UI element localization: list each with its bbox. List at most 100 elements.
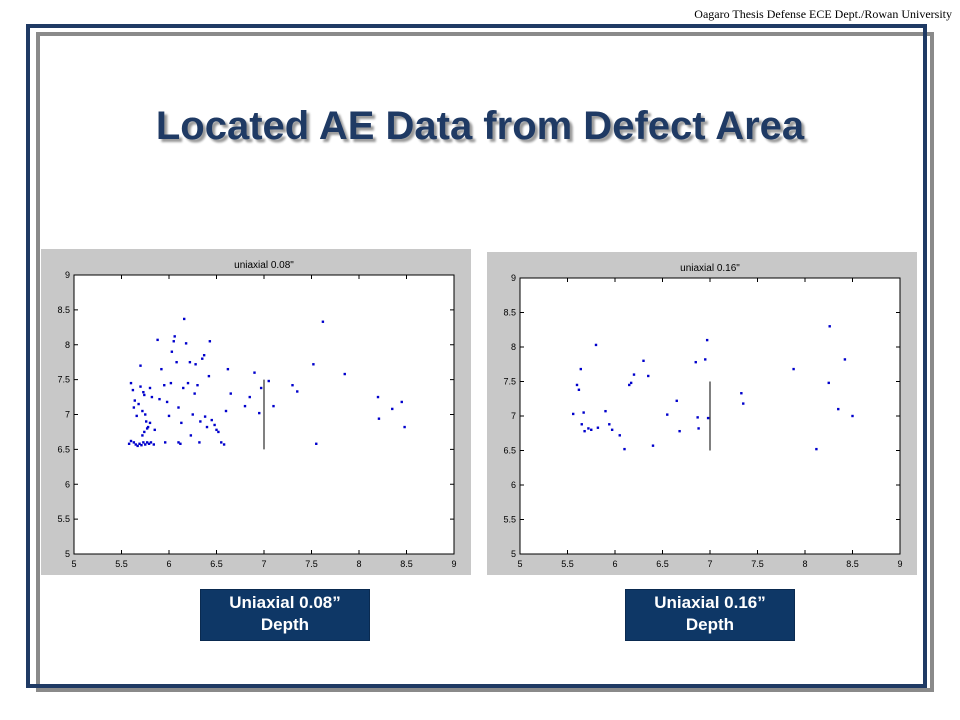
data-point xyxy=(156,338,159,342)
data-point xyxy=(291,384,294,387)
data-point xyxy=(165,400,169,404)
slide-frame xyxy=(26,24,927,688)
data-point xyxy=(160,367,163,371)
x-tick-label: 8 xyxy=(802,559,807,569)
y-tick-label: 8.5 xyxy=(57,305,70,315)
y-tick-label: 5 xyxy=(65,549,70,559)
data-point xyxy=(651,444,655,447)
data-point xyxy=(202,354,206,357)
data-point xyxy=(827,381,830,385)
data-point xyxy=(186,381,190,385)
x-tick-label: 7 xyxy=(707,559,712,569)
data-point xyxy=(141,409,144,413)
data-point xyxy=(145,420,148,423)
data-point xyxy=(215,428,218,432)
data-point xyxy=(376,395,380,399)
data-point xyxy=(199,420,202,423)
data-point xyxy=(224,409,228,413)
chart-title: uniaxial 0.16" xyxy=(680,263,740,274)
y-tick-label: 8 xyxy=(65,340,70,350)
data-point xyxy=(851,414,854,418)
data-point xyxy=(135,414,138,418)
y-tick-label: 9 xyxy=(65,270,70,280)
data-point xyxy=(229,392,232,395)
data-point xyxy=(572,412,575,416)
header-note: Oagaro Thesis Defense ECE Dept./Rowan Un… xyxy=(694,7,952,21)
data-point xyxy=(139,364,142,367)
data-point xyxy=(152,443,155,446)
data-point xyxy=(137,402,140,406)
data-point xyxy=(253,371,256,374)
data-point xyxy=(148,421,152,425)
data-point xyxy=(705,338,709,342)
data-point xyxy=(647,374,650,378)
scatter-svg: uniaxial 0.08" 5 5.5 6 6.5 7 7.5 8 8.5 9 5 5.5 6 6.5 7… xyxy=(57,260,456,569)
data-point xyxy=(267,379,270,383)
data-point xyxy=(134,443,137,446)
data-point xyxy=(144,413,147,416)
data-point xyxy=(315,442,318,445)
data-point xyxy=(272,404,275,408)
data-point xyxy=(194,363,197,366)
y-tick-label: 7 xyxy=(511,411,516,421)
data-point xyxy=(222,443,226,446)
data-point xyxy=(150,395,154,399)
data-point xyxy=(143,393,146,397)
data-point xyxy=(697,427,700,430)
data-point xyxy=(131,388,135,392)
data-point xyxy=(623,447,626,451)
x-tick-label: 6.5 xyxy=(210,559,223,569)
data-point xyxy=(169,381,173,385)
data-point xyxy=(675,399,678,403)
data-point xyxy=(704,358,707,361)
data-point xyxy=(579,367,582,371)
data-point xyxy=(343,372,346,376)
data-point xyxy=(132,441,136,444)
data-point xyxy=(296,390,299,393)
y-tick-label: 5.5 xyxy=(503,515,516,525)
data-point xyxy=(583,429,586,433)
data-point xyxy=(642,359,645,362)
data-point xyxy=(184,342,188,345)
data-point xyxy=(837,407,840,411)
data-point xyxy=(136,444,139,448)
data-point xyxy=(628,383,631,387)
data-point xyxy=(133,399,136,402)
y-tick-label: 6 xyxy=(511,480,516,490)
x-tick-label: 9 xyxy=(451,559,456,569)
caption-left: Uniaxial 0.08” Depth xyxy=(200,589,370,641)
data-point xyxy=(205,425,209,429)
data-point xyxy=(312,363,315,366)
x-tick-label: 7.5 xyxy=(305,559,318,569)
data-point xyxy=(182,386,185,390)
data-point xyxy=(129,381,133,385)
data-point xyxy=(678,429,681,433)
data-point xyxy=(226,367,230,371)
y-tick-label: 5.5 xyxy=(57,514,70,524)
data-point xyxy=(170,350,174,353)
data-point xyxy=(183,317,186,321)
x-tick-label: 7 xyxy=(261,559,266,569)
data-point xyxy=(138,442,141,445)
x-tick-label: 6.5 xyxy=(656,559,669,569)
x-tick-label: 5.5 xyxy=(115,559,128,569)
data-point xyxy=(189,434,193,437)
data-point xyxy=(163,384,166,387)
data-point xyxy=(618,434,621,437)
data-point xyxy=(167,414,171,418)
caption-left-line1: Uniaxial 0.08” xyxy=(229,593,341,612)
data-point xyxy=(815,447,818,451)
caption-right-line1: Uniaxial 0.16” xyxy=(654,593,766,612)
data-point xyxy=(582,411,585,414)
caption-right: Uniaxial 0.16” Depth xyxy=(625,589,795,641)
data-point xyxy=(377,417,381,420)
data-point xyxy=(391,407,394,411)
data-point xyxy=(220,441,223,444)
data-point xyxy=(843,358,847,361)
data-point xyxy=(145,427,149,430)
data-point xyxy=(610,428,614,431)
data-point xyxy=(208,340,212,343)
data-point xyxy=(594,343,598,347)
data-point xyxy=(127,442,131,445)
scatter-svg: uniaxial 0.16" 5 5.5 6 6.5 7 7.5 8 8.5 9 5 5.5 6 6.5 7… xyxy=(503,263,902,569)
